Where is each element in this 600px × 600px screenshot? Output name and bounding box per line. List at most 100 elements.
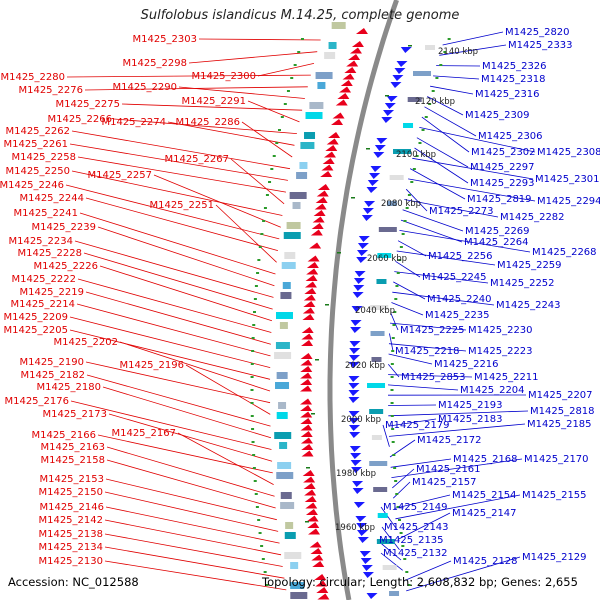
forward-gene-label: M1425_2222 (11, 274, 76, 285)
boundary-dot (263, 207, 267, 209)
reverse-gene-label: M1425_2132 (383, 548, 448, 559)
feature-block (382, 565, 397, 570)
reverse-leader-line (405, 188, 428, 212)
forward-gene-arrow (300, 418, 313, 424)
forward-gene-label: M1425_2275 (55, 99, 120, 110)
forward-gene-arrow (309, 242, 322, 249)
forward-gene-label: M1425_2163 (40, 442, 105, 453)
feature-block (296, 172, 308, 179)
feature-block (281, 262, 296, 269)
forward-gene-label: M1425_2241 (13, 208, 78, 219)
boundary-dot (398, 519, 402, 521)
forward-gene-arrow (315, 580, 328, 587)
reverse-gene-label: M1425_2264 (464, 237, 529, 248)
forward-gene-arrow (346, 60, 359, 67)
forward-gene-label: M1425_2138 (38, 529, 103, 540)
forward-leader-line (104, 491, 279, 532)
boundary-dot (392, 324, 396, 326)
reverse-gene-label: M1425_2308 (537, 147, 600, 158)
forward-gene-arrow (304, 281, 317, 288)
forward-gene-label: M1425_2226 (33, 261, 98, 272)
reverse-leader-line (419, 127, 536, 153)
boundary-dot (283, 103, 287, 105)
forward-leader-line (97, 226, 275, 287)
reverse-gene-label: M1425_2230 (468, 325, 533, 336)
forward-gene-label: M1425_2180 (36, 382, 101, 393)
forward-leader-line (108, 413, 273, 462)
reverse-gene-arrow (390, 82, 402, 88)
boundary-dot (250, 376, 254, 378)
forward-leader-line (69, 316, 271, 368)
boundary-dot (410, 181, 414, 183)
boundary-dot (415, 155, 419, 157)
reverse-leader-line (388, 374, 473, 378)
reverse-gene-arrow (361, 215, 373, 221)
forward-gene-arrow (314, 574, 327, 580)
boundary-dot (293, 64, 297, 66)
forward-leader-line (167, 121, 295, 146)
boundary-dot (250, 389, 254, 391)
forward-gene-label: M1425_2167 (111, 428, 176, 439)
reverse-leader-line (380, 506, 398, 530)
reverse-gene-arrow (349, 355, 361, 361)
kbp-tick-label: 2120 kbp (415, 97, 455, 107)
boundary-dot (252, 324, 256, 326)
feature-block (305, 112, 323, 119)
forward-gene-label: M1425_2214 (10, 299, 75, 310)
reverse-gene-arrow (386, 96, 398, 102)
forward-gene-arrow (309, 541, 322, 548)
reverse-gene-label: M1425_2297 (470, 162, 535, 173)
forward-gene-label: M1425_2266 (47, 114, 112, 125)
reverse-gene-label: M1425_2301 (535, 174, 600, 185)
forward-gene-label: M1425_2261 (3, 139, 68, 150)
forward-gene-arrow (300, 353, 313, 359)
reverse-gene-label: M1425_2240 (427, 294, 492, 305)
feature-block (317, 82, 326, 89)
forward-leader-line (71, 130, 291, 170)
kbp-tick-mark (305, 521, 309, 523)
reverse-gene-arrow (359, 551, 371, 557)
forward-gene-arrow (316, 587, 329, 593)
boundary-dot (394, 480, 398, 482)
forward-leader-line (83, 252, 273, 310)
reverse-gene-label: M1425_2853 (401, 372, 466, 383)
forward-gene-arrow (337, 93, 350, 99)
forward-gene-arrow (300, 359, 313, 366)
forward-leader-line (257, 63, 315, 77)
forward-gene-arrow (303, 483, 316, 489)
kbp-tick-mark (366, 148, 370, 150)
reverse-gene-label: M1425_2207 (528, 390, 593, 401)
forward-gene-label: M1425_2176 (4, 396, 69, 407)
reverse-gene-arrow (366, 593, 378, 599)
feature-block (331, 22, 346, 29)
reverse-gene-label: M1425_2235 (425, 310, 490, 321)
boundary-dot (424, 116, 428, 118)
forward-leader-line (97, 434, 273, 474)
forward-leader-line (105, 506, 280, 544)
forward-gene-label: M1425_2209 (3, 312, 68, 323)
forward-gene-label: M1425_2298 (122, 58, 187, 69)
forward-leader-lines (65, 38, 321, 591)
boundary-dot (391, 441, 395, 443)
boundary-dot (258, 532, 262, 534)
boundary-dot (290, 77, 294, 79)
reverse-leader-line (380, 552, 403, 571)
boundary-dot (390, 376, 394, 378)
reverse-gene-label: M1425_2193 (438, 400, 503, 411)
kbp-ticks: 2140 kbp 2120 kbp 2100 kbp 2080 kbp 2060 kbp… (305, 45, 478, 533)
reverse-leader-line (388, 404, 437, 406)
forward-gene-arrow (302, 314, 315, 320)
reverse-gene-arrow (349, 425, 361, 431)
reverse-gene-arrow (349, 432, 361, 438)
forward-gene-arrow (322, 158, 335, 164)
reverse-leader-line (388, 423, 526, 437)
boundary-dot (270, 168, 274, 170)
forward-leader-line (241, 121, 293, 158)
feature-block (370, 331, 385, 336)
reverse-gene-arrow (348, 418, 360, 424)
reverse-gene-label: M1425_2819 (467, 194, 532, 205)
forward-leader-line (104, 533, 283, 567)
reverse-gene-label: M1425_2154 (452, 490, 517, 501)
reverse-leader-line (433, 75, 480, 80)
boundary-dot (262, 220, 266, 222)
